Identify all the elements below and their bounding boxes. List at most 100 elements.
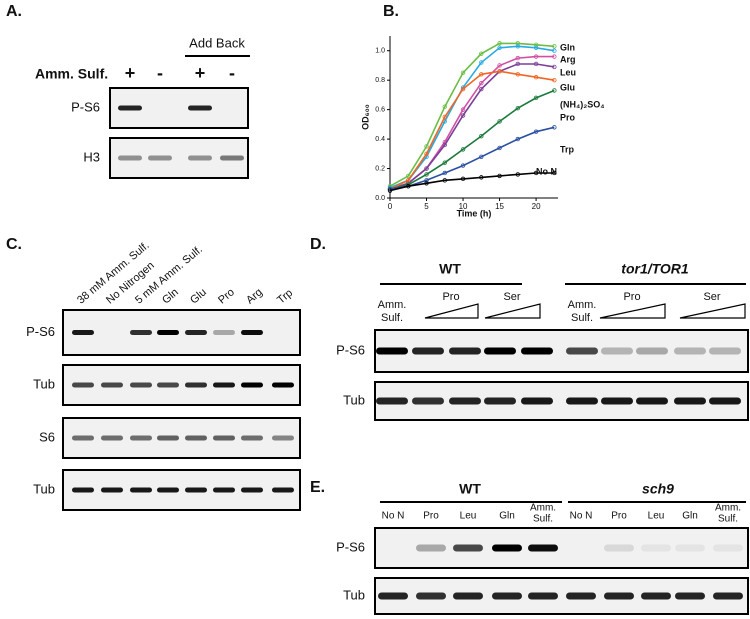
band: [601, 347, 633, 355]
x-axis-label: Time (h): [457, 208, 492, 218]
band: [272, 382, 294, 388]
data-point: [552, 44, 557, 49]
band: [185, 330, 207, 335]
x-tick-label: 10: [459, 202, 468, 211]
band: [272, 435, 294, 441]
data-point: [497, 119, 502, 124]
lane-label: Sulf.: [718, 514, 738, 525]
band: [416, 544, 446, 552]
panel-label: E.: [310, 479, 325, 496]
data-point: [460, 176, 466, 182]
data-point: [515, 172, 521, 177]
data-point: [460, 163, 466, 168]
series-label: Gln: [560, 42, 575, 52]
band: [521, 347, 553, 355]
data-point: [515, 72, 521, 77]
band: [185, 487, 207, 493]
condition: +: [195, 63, 206, 83]
band: [213, 487, 235, 493]
data-point: [533, 75, 539, 80]
data-point: [387, 186, 393, 192]
band: [72, 330, 94, 335]
lane-label: Amm.: [568, 299, 597, 311]
band: [416, 592, 446, 600]
data-point: [497, 173, 502, 179]
band: [213, 330, 235, 335]
band: [157, 330, 179, 335]
lane-label: Pro: [623, 291, 640, 303]
group-label: tor1/TOR1: [621, 261, 689, 277]
band: [604, 544, 634, 552]
data-point: [533, 42, 539, 48]
data-point: [552, 48, 557, 53]
band: [675, 544, 705, 552]
data-point: [497, 41, 502, 46]
band: [713, 544, 743, 552]
band: [528, 592, 558, 600]
band: [713, 592, 743, 600]
series-line: [389, 45, 555, 189]
blot-label: P-S6: [336, 539, 365, 554]
y-tick-label: 0.2: [375, 165, 385, 172]
data-point: [406, 184, 411, 189]
x-tick-label: 20: [532, 202, 541, 211]
band: [157, 382, 179, 388]
x-tick-label: 15: [495, 202, 504, 211]
series-line: [389, 126, 555, 190]
data-point: [552, 125, 557, 130]
band: [101, 435, 123, 441]
data-point: [460, 107, 466, 112]
data-point: [387, 188, 393, 193]
y-tick-label: 0.6: [375, 106, 385, 113]
lane-label: Pro: [423, 511, 439, 522]
band: [492, 592, 522, 600]
band: [641, 592, 671, 600]
band: [601, 397, 633, 405]
y-tick-label: 0.8: [375, 77, 385, 84]
data-point: [460, 86, 466, 92]
blot: [62, 469, 301, 511]
data-point: [515, 41, 521, 46]
lane-label: Amm.: [530, 503, 556, 514]
gradient-wedge: [679, 303, 746, 319]
band: [492, 544, 522, 552]
data-point: [442, 178, 447, 183]
lane-label: Leu: [648, 511, 665, 522]
data-point: [424, 172, 429, 177]
lane-label: No N: [382, 511, 405, 522]
lane-label: Pro: [611, 511, 627, 522]
band: [148, 155, 172, 161]
series-label: Arg: [560, 54, 576, 64]
data-point: [479, 72, 484, 77]
panel-label: B.: [383, 3, 399, 20]
band: [130, 435, 152, 441]
y-tick-label: 0.4: [375, 136, 385, 143]
data-point: [479, 133, 484, 139]
band: [118, 105, 142, 111]
band: [241, 382, 263, 388]
band: [130, 487, 152, 493]
data-point: [424, 166, 429, 171]
band: [453, 544, 483, 552]
band: [72, 382, 94, 388]
lane-label: Trp: [275, 287, 295, 307]
data-point: [515, 55, 521, 61]
condition: -: [229, 63, 235, 83]
band: [213, 382, 235, 388]
band: [188, 155, 212, 161]
lane-label: Ser: [503, 291, 520, 303]
blot: [374, 527, 749, 569]
condition: +: [125, 63, 136, 83]
data-point: [552, 64, 557, 70]
row-label: Amm. Sulf.: [35, 66, 108, 82]
data-point: [497, 45, 502, 50]
lane-label: Ser: [703, 291, 720, 303]
series-label: Leu: [560, 67, 576, 77]
blot: [62, 417, 301, 459]
data-point: [479, 86, 484, 92]
band: [241, 330, 263, 335]
lane-label: No N: [570, 511, 593, 522]
series-label: Pro: [560, 112, 576, 122]
band: [188, 105, 212, 111]
data-point: [479, 80, 484, 86]
